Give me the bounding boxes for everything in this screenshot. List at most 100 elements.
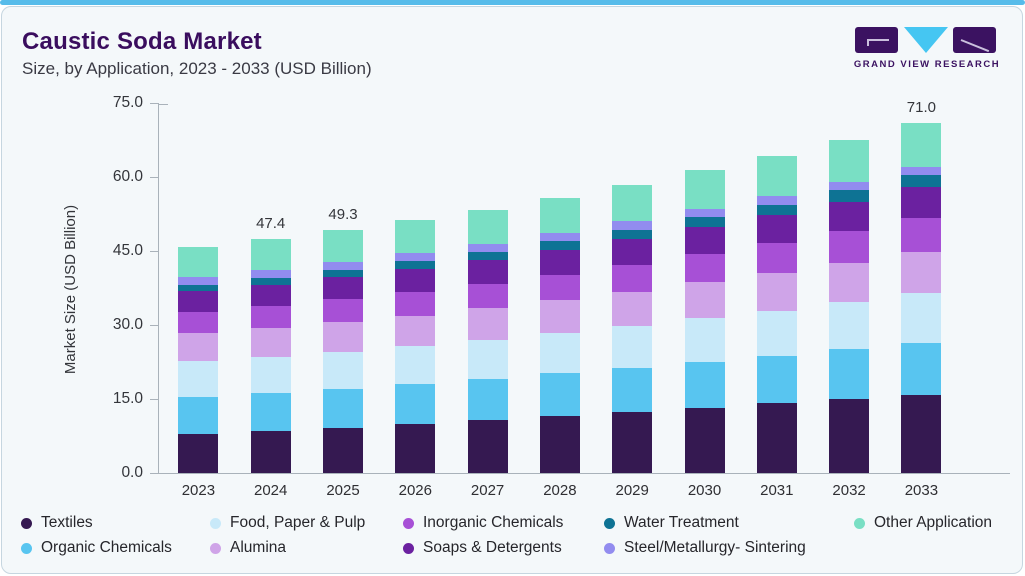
bar-segment-textiles bbox=[467, 420, 508, 473]
x-axis-label: 2024 bbox=[254, 482, 288, 499]
x-axis-label: 2025 bbox=[326, 482, 360, 499]
bar-segment-water-treatment bbox=[178, 284, 219, 291]
bar-segment-food-paper-pulp bbox=[756, 310, 797, 356]
bar-segment-food-paper-pulp bbox=[467, 339, 508, 379]
legend-label: Inorganic Chemicals bbox=[423, 514, 564, 531]
bar-segment-organic-chemicals bbox=[539, 373, 580, 417]
bar-total-label: 71.0 bbox=[906, 98, 936, 116]
logo-v-triangle-icon bbox=[904, 27, 948, 53]
bar-segment-inorganic-chemicals bbox=[250, 306, 291, 329]
logo-r-glyph bbox=[960, 39, 990, 53]
bar-segment-organic-chemicals bbox=[684, 361, 725, 408]
legend-label: Steel/Metallurgy- Sintering bbox=[624, 539, 806, 556]
bar-segment-alumina bbox=[323, 322, 363, 352]
bar-segment-steel-metallurgy-sintering bbox=[901, 166, 942, 176]
bar-total-label: 47.4 bbox=[256, 215, 286, 233]
bar-segment-textiles bbox=[901, 394, 942, 473]
y-axis-tick-label: 60.0 bbox=[112, 168, 143, 185]
bar-segment-organic-chemicals bbox=[467, 378, 508, 421]
logo-r-block-icon bbox=[953, 27, 996, 53]
bar-segment-food-paper-pulp bbox=[612, 326, 653, 368]
bar-segment-organic-chemicals bbox=[901, 342, 942, 395]
y-axis-tick bbox=[150, 250, 159, 252]
bar-segment-water-treatment bbox=[612, 229, 653, 240]
bar-segment-other-application bbox=[395, 219, 436, 253]
bar-segment-soaps-detergents bbox=[756, 215, 797, 244]
bar-segment-water-treatment bbox=[323, 269, 363, 278]
bar-segment-alumina bbox=[467, 308, 508, 340]
bar-segment-inorganic-chemicals bbox=[612, 264, 653, 292]
legend-item-other-application: Other Application bbox=[854, 513, 992, 533]
legend-label: Water Treatment bbox=[624, 514, 739, 531]
bar-segment-alumina bbox=[250, 328, 291, 358]
bar-segment-water-treatment bbox=[756, 204, 797, 215]
y-axis-top-cap bbox=[159, 104, 168, 105]
page-title: Caustic Soda Market bbox=[22, 28, 262, 55]
stacked-bar-2027 bbox=[467, 210, 508, 473]
bar-segment-other-application bbox=[756, 155, 797, 197]
bar-segment-other-application bbox=[323, 229, 363, 262]
bar-segment-food-paper-pulp bbox=[178, 361, 219, 397]
legend-item-soaps-detergents: Soaps & Detergents bbox=[403, 538, 562, 558]
x-axis-label: 2023 bbox=[181, 482, 216, 499]
y-axis-tick bbox=[150, 176, 159, 178]
bar-segment-soaps-detergents bbox=[323, 277, 363, 300]
bar-segment-food-paper-pulp bbox=[395, 346, 436, 385]
bar-segment-alumina bbox=[829, 262, 870, 303]
bar-segment-soaps-detergents bbox=[178, 290, 219, 313]
bar-segment-soaps-detergents bbox=[395, 268, 436, 292]
bar-segment-steel-metallurgy-sintering bbox=[829, 181, 870, 191]
bar-segment-inorganic-chemicals bbox=[539, 274, 580, 301]
bar-segment-inorganic-chemicals bbox=[756, 243, 797, 273]
bar-segment-water-treatment bbox=[395, 260, 436, 269]
bar-segment-other-application bbox=[539, 197, 580, 234]
legend-item-textiles: Textiles bbox=[21, 513, 93, 533]
bar-segment-other-application bbox=[684, 170, 725, 209]
logo-g-block-icon bbox=[855, 27, 898, 53]
bar-segment-inorganic-chemicals bbox=[829, 231, 870, 263]
legend-label: Other Application bbox=[874, 514, 993, 531]
stacked-bar-2025 bbox=[323, 229, 363, 473]
bar-segment-inorganic-chemicals bbox=[395, 291, 436, 316]
bar-segment-textiles bbox=[539, 416, 580, 473]
bar-total-label: 49.3 bbox=[328, 205, 358, 223]
x-axis-label: 2029 bbox=[615, 482, 649, 499]
bar-segment-soaps-detergents bbox=[467, 259, 508, 284]
bar-segment-food-paper-pulp bbox=[539, 333, 580, 374]
y-axis-tick bbox=[150, 472, 159, 474]
legend-color-dot bbox=[604, 517, 615, 529]
bar-segment-other-application bbox=[178, 246, 219, 277]
bar-segment-alumina bbox=[901, 251, 942, 293]
bar-segment-organic-chemicals bbox=[612, 367, 653, 413]
bar-segment-other-application bbox=[612, 184, 653, 222]
bar-segment-inorganic-chemicals bbox=[178, 312, 219, 334]
x-axis-label: 2033 bbox=[904, 482, 939, 499]
bar-segment-water-treatment bbox=[829, 190, 870, 202]
bar-segment-water-treatment bbox=[539, 241, 580, 251]
y-axis-title: Market Size (USD Billion) bbox=[62, 204, 80, 374]
legend-color-dot bbox=[403, 517, 414, 529]
bar-segment-organic-chemicals bbox=[395, 384, 436, 425]
legend-item-steel-metallurgy-sintering: Steel/Metallurgy- Sintering bbox=[604, 538, 806, 558]
y-axis-tick-label: 45.0 bbox=[112, 242, 143, 259]
bar-segment-textiles bbox=[250, 431, 291, 473]
grand-view-research-logo: GRAND VIEW RESEARCH bbox=[853, 21, 1001, 71]
bar-segment-other-application bbox=[829, 139, 870, 182]
legend-label: Alumina bbox=[230, 539, 286, 556]
bar-segment-inorganic-chemicals bbox=[684, 253, 725, 283]
bar-segment-food-paper-pulp bbox=[901, 292, 942, 343]
bar-segment-steel-metallurgy-sintering bbox=[323, 261, 363, 270]
legend-color-dot bbox=[210, 542, 221, 554]
legend-color-dot bbox=[210, 517, 221, 529]
bar-segment-textiles bbox=[684, 407, 725, 473]
x-axis-label: 2027 bbox=[470, 482, 505, 499]
x-axis-label: 2026 bbox=[398, 482, 432, 499]
bar-segment-inorganic-chemicals bbox=[467, 283, 508, 309]
page-subtitle: Size, by Application, 2023 - 2033 (USD B… bbox=[22, 59, 372, 78]
bar-segment-organic-chemicals bbox=[323, 388, 363, 428]
bar-segment-textiles bbox=[395, 424, 436, 473]
bar-segment-alumina bbox=[684, 282, 725, 319]
bar-segment-soaps-detergents bbox=[612, 239, 653, 265]
bar-segment-food-paper-pulp bbox=[829, 302, 870, 350]
